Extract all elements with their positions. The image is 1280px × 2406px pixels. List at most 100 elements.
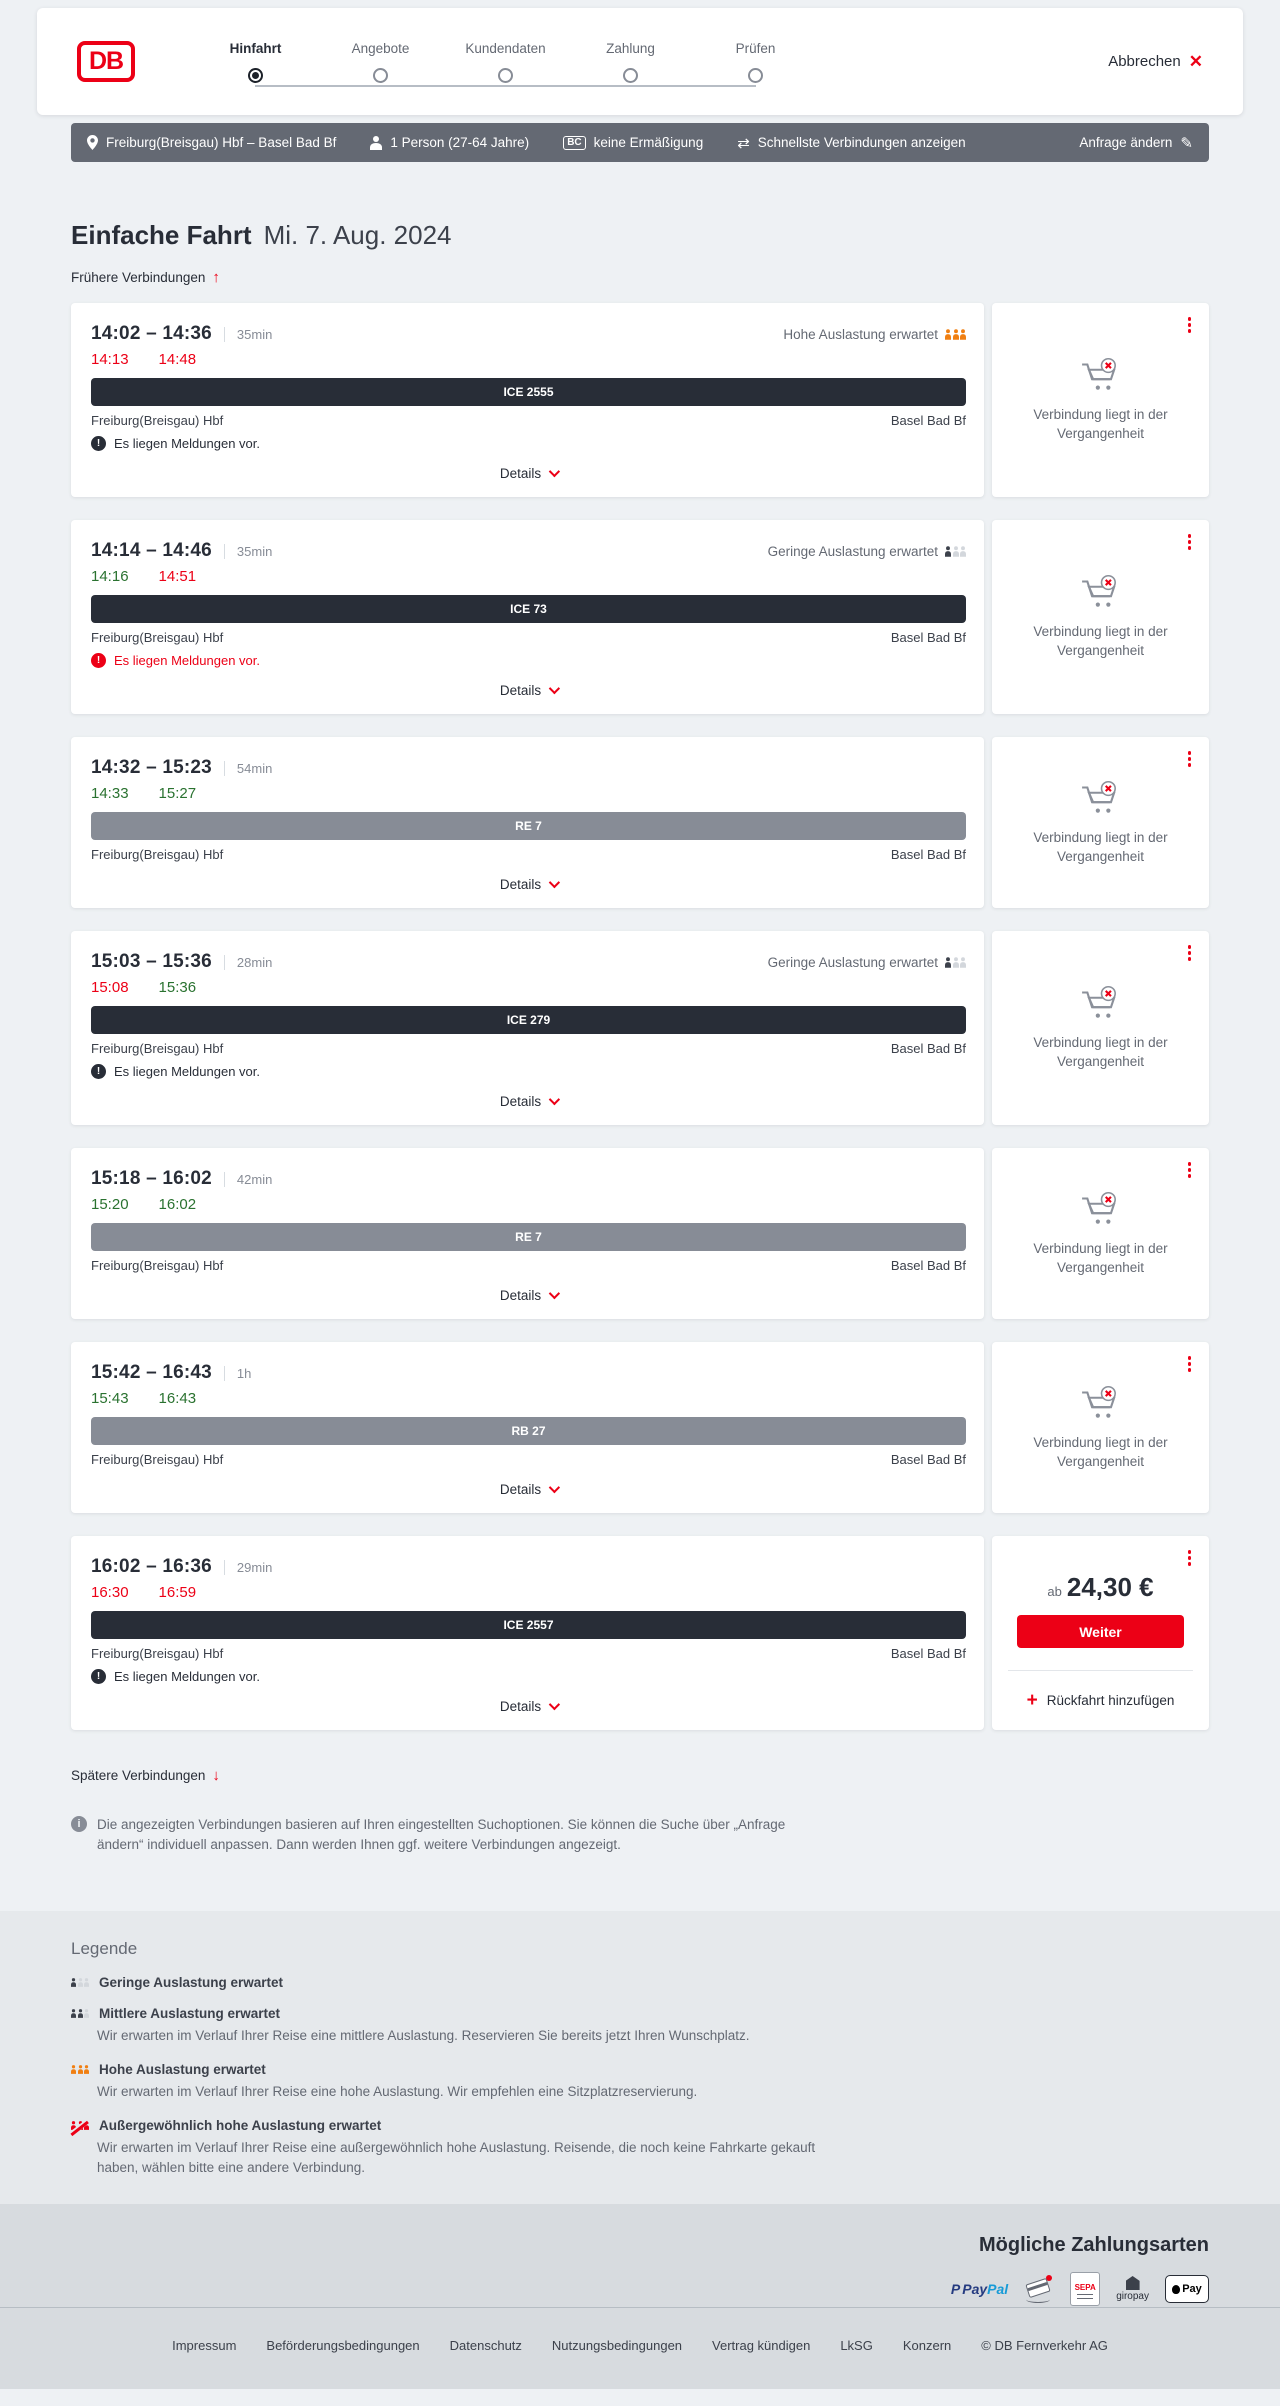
connection-card: 14:14 – 14:46 35min Geringe Auslastung e… bbox=[71, 520, 984, 714]
stations-row: Freiburg(Breisgau) Hbf Basel Bad Bf bbox=[91, 630, 966, 645]
origin-station: Freiburg(Breisgau) Hbf bbox=[91, 1041, 224, 1056]
train-label: RB 27 bbox=[511, 1424, 546, 1438]
past-connection-text: Verbindung liegt in der Vergangenheit bbox=[1033, 829, 1168, 864]
payment-title: Mögliche Zahlungsarten bbox=[978, 2234, 1209, 2256]
duration: 1h bbox=[223, 1366, 251, 1381]
cancel-button[interactable]: Abbrechen bbox=[1108, 52, 1203, 72]
edit-search-button[interactable]: Anfrage ändern bbox=[1079, 134, 1193, 152]
details-toggle[interactable]: Details bbox=[91, 461, 966, 485]
connection-side-panel: Verbindung liegt in der Vergangenheit bbox=[992, 303, 1209, 497]
footer-link-lksg[interactable]: LkSG bbox=[840, 2338, 873, 2353]
arrow-down-icon bbox=[212, 1767, 220, 1784]
occupancy-low-icon bbox=[71, 1977, 89, 1988]
occupancy-icon bbox=[945, 957, 966, 968]
footer-link-nutzungsbedingungen[interactable]: Nutzungsbedingungen bbox=[551, 2338, 683, 2353]
cart-unavailable-icon bbox=[1081, 780, 1116, 813]
step-pruefen[interactable]: Prüfen bbox=[693, 41, 818, 83]
chevron-down-icon bbox=[548, 1287, 561, 1300]
stepper-connector bbox=[255, 84, 756, 87]
destination-station: Basel Bad Bf bbox=[890, 413, 966, 428]
more-options-button[interactable] bbox=[1186, 1548, 1194, 1568]
info-icon bbox=[71, 1816, 87, 1832]
stations-row: Freiburg(Breisgau) Hbf Basel Bad Bf bbox=[91, 1646, 966, 1661]
details-toggle[interactable]: Details bbox=[91, 678, 966, 702]
realtime-departure: 14:13 bbox=[91, 351, 129, 368]
copyright: © DB Fernverkehr AG bbox=[981, 2338, 1108, 2353]
duration: 35min bbox=[223, 327, 272, 342]
applepay-icon: Pay bbox=[1165, 2275, 1209, 2303]
stations-row: Freiburg(Breisgau) Hbf Basel Bad Bf bbox=[91, 413, 966, 428]
connection-row: 14:14 – 14:46 35min Geringe Auslastung e… bbox=[71, 520, 1209, 714]
footer-link-konzern[interactable]: Konzern bbox=[902, 2338, 952, 2353]
footer-link-befoerderungsbedingungen[interactable]: Beförderungsbedingungen bbox=[266, 2338, 420, 2353]
destination-station: Basel Bad Bf bbox=[890, 1258, 966, 1273]
later-connections-link[interactable]: Spätere Verbindungen bbox=[71, 1767, 220, 1784]
footer-link-datenschutz[interactable]: Datenschutz bbox=[449, 2338, 522, 2353]
destination-station: Basel Bad Bf bbox=[890, 1646, 966, 1661]
chevron-down-icon bbox=[548, 465, 561, 478]
realtime-times: 15:20 16:02 bbox=[91, 1196, 966, 1213]
step-zahlung[interactable]: Zahlung bbox=[568, 41, 693, 83]
step-hinfahrt[interactable]: Hinfahrt bbox=[193, 41, 318, 83]
connection-side-panel: Verbindung liegt in der Vergangenheit bbox=[992, 1148, 1209, 1319]
more-options-button[interactable] bbox=[1186, 532, 1194, 552]
connection-card: 15:42 – 16:43 1h 15:43 16:43 RB 27 Freib… bbox=[71, 1342, 984, 1513]
realtime-times: 15:43 16:43 bbox=[91, 1390, 966, 1407]
step-kundendaten[interactable]: Kundendaten bbox=[443, 41, 568, 83]
duration: 29min bbox=[223, 1560, 272, 1575]
origin-station: Freiburg(Breisgau) Hbf bbox=[91, 847, 224, 862]
connection-times: 15:03 – 15:36 bbox=[91, 951, 212, 972]
train-segment-bar: ICE 279 bbox=[91, 1006, 966, 1034]
continue-button[interactable]: Weiter bbox=[1017, 1615, 1184, 1648]
connection-row: 15:03 – 15:36 28min Geringe Auslastung e… bbox=[71, 931, 1209, 1125]
stations-row: Freiburg(Breisgau) Hbf Basel Bad Bf bbox=[91, 1452, 966, 1467]
creditcard-icon bbox=[1024, 2274, 1054, 2304]
person-icon bbox=[370, 135, 383, 150]
add-return-button[interactable]: Rückfahrt hinzufügen bbox=[1008, 1671, 1193, 1730]
exclamation-icon bbox=[91, 653, 106, 668]
details-toggle[interactable]: Details bbox=[91, 872, 966, 896]
more-options-button[interactable] bbox=[1186, 749, 1194, 769]
details-toggle[interactable]: Details bbox=[91, 1694, 966, 1718]
origin-station: Freiburg(Breisgau) Hbf bbox=[91, 630, 224, 645]
train-segment-bar: RE 7 bbox=[91, 812, 966, 840]
train-label: RE 7 bbox=[515, 1230, 542, 1244]
message-notice: Es liegen Meldungen vor. bbox=[91, 1669, 966, 1684]
realtime-departure: 16:30 bbox=[91, 1584, 129, 1601]
passenger-text: 1 Person (27-64 Jahre) bbox=[390, 135, 530, 150]
connection-card: 15:03 – 15:36 28min Geringe Auslastung e… bbox=[71, 931, 984, 1125]
destination-station: Basel Bad Bf bbox=[890, 847, 966, 862]
connection-side-panel: Verbindung liegt in der Vergangenheit bbox=[992, 520, 1209, 714]
realtime-departure: 14:33 bbox=[91, 785, 129, 802]
realtime-departure: 15:20 bbox=[91, 1196, 129, 1213]
connection-times: 14:02 – 14:36 bbox=[91, 323, 212, 344]
footer-links: Impressum Beförderungsbedingungen Datens… bbox=[0, 2338, 1280, 2353]
step-angebote[interactable]: Angebote bbox=[318, 41, 443, 83]
footer-link-vertrag-kuendigen[interactable]: Vertrag kündigen bbox=[712, 2338, 811, 2353]
more-options-button[interactable] bbox=[1186, 1354, 1194, 1374]
details-toggle[interactable]: Details bbox=[91, 1089, 966, 1113]
more-options-button[interactable] bbox=[1186, 943, 1194, 963]
results-main: Einfache Fahrt Mi. 7. Aug. 2024 Frühere … bbox=[0, 220, 1280, 1855]
details-toggle[interactable]: Details bbox=[91, 1477, 966, 1501]
more-options-button[interactable] bbox=[1186, 315, 1194, 335]
app-header: DB Hinfahrt Angebote Kundendaten Zahlung… bbox=[37, 8, 1243, 115]
stations-row: Freiburg(Breisgau) Hbf Basel Bad Bf bbox=[91, 847, 966, 862]
more-options-button[interactable] bbox=[1186, 1160, 1194, 1180]
discount-text: keine Ermäßigung bbox=[593, 135, 704, 150]
footer-link-impressum[interactable]: Impressum bbox=[172, 2338, 237, 2353]
details-toggle[interactable]: Details bbox=[91, 1283, 966, 1307]
connection-times: 14:32 – 15:23 bbox=[91, 757, 212, 778]
destination-station: Basel Bad Bf bbox=[890, 630, 966, 645]
step-dot-icon bbox=[748, 67, 763, 83]
occupancy-indicator: Geringe Auslastung erwartet bbox=[768, 955, 966, 970]
legend-section: Legende Geringe Auslastung erwartet Mitt… bbox=[0, 1911, 1280, 2204]
connection-times: 16:02 – 16:36 bbox=[91, 1556, 212, 1577]
realtime-departure: 14:16 bbox=[91, 568, 129, 585]
cancel-label: Abbrechen bbox=[1108, 53, 1181, 70]
results-header: Einfache Fahrt Mi. 7. Aug. 2024 bbox=[71, 220, 1209, 251]
price-row: ab 24,30 € bbox=[1047, 1572, 1153, 1603]
message-notice: Es liegen Meldungen vor. bbox=[91, 436, 966, 451]
earlier-connections-link[interactable]: Frühere Verbindungen bbox=[71, 269, 220, 286]
step-label: Prüfen bbox=[735, 40, 776, 56]
